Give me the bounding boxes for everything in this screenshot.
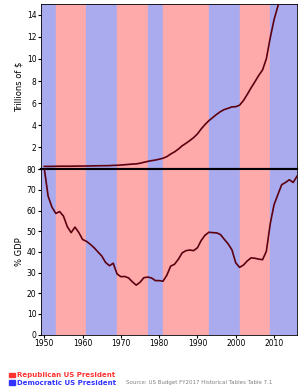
Bar	[209, 169, 240, 335]
Bar	[163, 4, 194, 169]
Bar	[209, 4, 240, 169]
Bar	[40, 169, 56, 335]
Bar	[117, 169, 148, 335]
Bar	[163, 169, 194, 335]
Bar	[194, 169, 209, 335]
Bar	[117, 4, 148, 169]
Bar	[240, 169, 270, 335]
Y-axis label: Trillions of $: Trillions of $	[15, 61, 24, 112]
Bar	[86, 169, 117, 335]
Bar	[240, 4, 270, 169]
Bar	[86, 4, 117, 169]
Legend: Republican US President, Democratic US President: Republican US President, Democratic US P…	[10, 373, 116, 385]
Bar	[270, 169, 297, 335]
Y-axis label: % GDP: % GDP	[15, 238, 24, 266]
Bar	[270, 4, 297, 169]
Bar	[148, 4, 163, 169]
Bar	[148, 169, 163, 335]
Bar	[194, 4, 209, 169]
Bar	[40, 4, 56, 169]
Bar	[56, 169, 86, 335]
Bar	[56, 4, 86, 169]
Text: Source: US Budget FY2017 Historical Tables Table 7.1: Source: US Budget FY2017 Historical Tabl…	[126, 380, 272, 385]
